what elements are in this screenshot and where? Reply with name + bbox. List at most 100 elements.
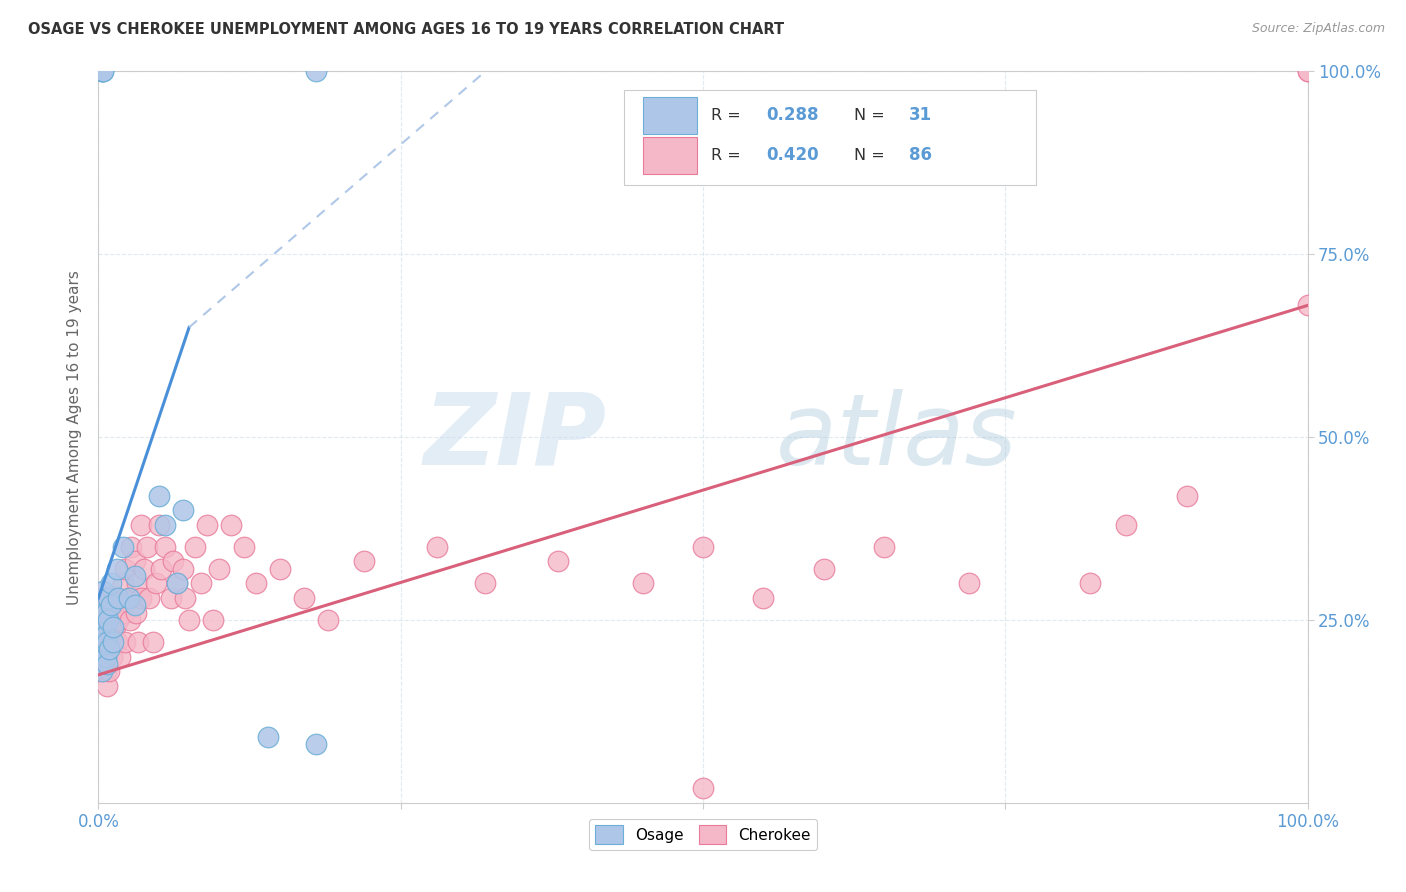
Point	[97, 591, 120, 605]
Point	[153, 540, 176, 554]
Point	[148, 489, 170, 503]
Point	[114, 562, 136, 576]
Point	[631, 576, 654, 591]
Point	[105, 635, 128, 649]
Point	[105, 562, 128, 576]
Point	[160, 591, 183, 605]
Point	[100, 635, 122, 649]
Text: Source: ZipAtlas.com: Source: ZipAtlas.com	[1251, 22, 1385, 36]
Point	[166, 576, 188, 591]
Point	[107, 591, 129, 605]
Point	[692, 781, 714, 796]
Point	[96, 649, 118, 664]
Point	[108, 649, 131, 664]
Point	[221, 517, 243, 532]
Point	[93, 613, 115, 627]
Point	[91, 606, 114, 620]
Point	[1115, 517, 1137, 532]
Point	[353, 554, 375, 568]
Point	[107, 613, 129, 627]
Point	[101, 620, 124, 634]
Point	[96, 635, 118, 649]
FancyBboxPatch shape	[624, 90, 1035, 185]
Point	[135, 540, 157, 554]
Text: 0.420: 0.420	[766, 146, 818, 164]
Point	[97, 613, 120, 627]
Point	[142, 635, 165, 649]
Point	[91, 591, 114, 605]
Point	[90, 620, 112, 634]
Point	[114, 635, 136, 649]
Text: R =: R =	[711, 148, 747, 163]
Point	[104, 620, 127, 634]
Text: 31: 31	[908, 106, 932, 124]
Text: atlas: atlas	[776, 389, 1018, 485]
Point	[112, 606, 135, 620]
Point	[873, 540, 896, 554]
Point	[121, 591, 143, 605]
Point	[184, 540, 207, 554]
Point	[957, 576, 980, 591]
Point	[232, 540, 254, 554]
Point	[101, 635, 124, 649]
Point	[93, 635, 115, 649]
Point	[692, 540, 714, 554]
Point	[190, 576, 212, 591]
Point	[474, 576, 496, 591]
Point	[97, 606, 120, 620]
Point	[118, 613, 141, 627]
Point	[1296, 64, 1319, 78]
Point	[166, 576, 188, 591]
Point	[96, 620, 118, 634]
Point	[179, 613, 201, 627]
Point	[91, 664, 114, 678]
Point	[145, 576, 167, 591]
Point	[124, 554, 146, 568]
Point	[195, 517, 218, 532]
Point	[94, 649, 117, 664]
Point	[91, 64, 114, 78]
Point	[118, 591, 141, 605]
Point	[316, 613, 339, 627]
Text: N =: N =	[855, 148, 890, 163]
Point	[148, 517, 170, 532]
Point	[87, 635, 110, 649]
Point	[93, 627, 115, 641]
Point	[208, 562, 231, 576]
Point	[96, 679, 118, 693]
Legend: Osage, Cherokee: Osage, Cherokee	[589, 819, 817, 850]
Point	[91, 642, 114, 657]
Text: OSAGE VS CHEROKEE UNEMPLOYMENT AMONG AGES 16 TO 19 YEARS CORRELATION CHART: OSAGE VS CHEROKEE UNEMPLOYMENT AMONG AGE…	[28, 22, 785, 37]
Point	[91, 606, 114, 620]
Point	[129, 591, 152, 605]
Point	[89, 649, 111, 664]
Point	[426, 540, 449, 554]
Point	[91, 664, 114, 678]
Point	[245, 576, 267, 591]
Point	[174, 591, 197, 605]
Point	[813, 562, 835, 576]
Bar	[643, 97, 697, 134]
Point	[172, 562, 194, 576]
Y-axis label: Unemployment Among Ages 16 to 19 years: Unemployment Among Ages 16 to 19 years	[67, 269, 83, 605]
Text: 86: 86	[908, 146, 932, 164]
Point	[100, 649, 122, 664]
Point	[118, 591, 141, 605]
Point	[91, 635, 114, 649]
Point	[305, 737, 328, 751]
Point	[547, 554, 569, 568]
Point	[125, 606, 148, 620]
Point	[134, 562, 156, 576]
Point	[91, 64, 114, 78]
Point	[94, 627, 117, 641]
Point	[91, 627, 114, 641]
Point	[101, 635, 124, 649]
Point	[202, 613, 225, 627]
Point	[752, 591, 775, 605]
Point	[97, 635, 120, 649]
Point	[1296, 298, 1319, 312]
Point	[100, 599, 122, 613]
Point	[129, 517, 152, 532]
Point	[100, 591, 122, 605]
Point	[100, 576, 122, 591]
